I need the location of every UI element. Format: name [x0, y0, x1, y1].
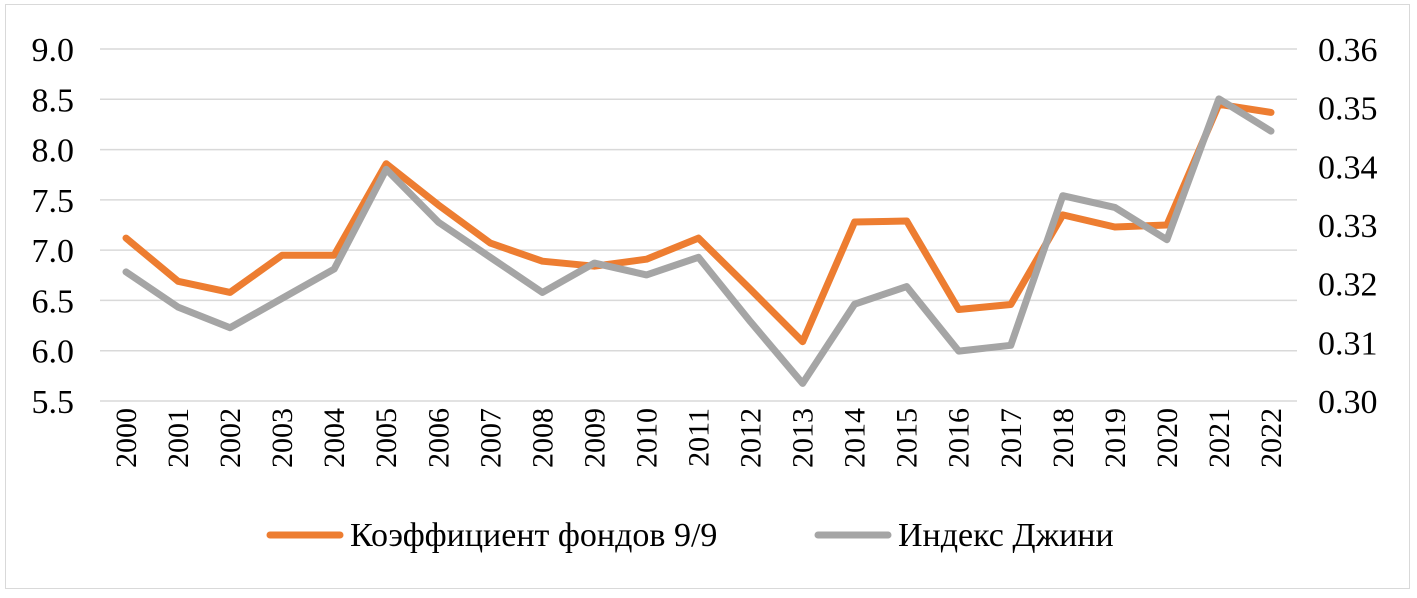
- x-tick-label: 2020: [1151, 408, 1184, 468]
- left-tick-label: 6.5: [32, 283, 75, 320]
- right-tick-label: 0.31: [1318, 325, 1378, 362]
- left-tick-label: 8.0: [32, 133, 75, 170]
- x-tick-label: 2007: [474, 408, 507, 468]
- legend-label-1: Индекс Джини: [898, 517, 1114, 554]
- right-tick-label: 0.34: [1318, 149, 1378, 186]
- x-tick-label: 2012: [735, 408, 768, 468]
- x-tick-label: 2000: [110, 408, 143, 468]
- x-tick-label: 2016: [943, 408, 976, 468]
- x-tick-label: 2010: [630, 408, 663, 468]
- right-tick-label: 0.35: [1318, 91, 1378, 128]
- x-axis-ticks: 2000 2001 2002 2003 2004 2005 2006 2007 2008 2009…: [110, 408, 1288, 468]
- left-tick-label: 9.0: [32, 32, 75, 69]
- x-tick-label: 2008: [526, 408, 559, 468]
- x-tick-label: 2003: [266, 408, 299, 468]
- gridlines: [100, 48, 1297, 402]
- x-tick-label: 2021: [1203, 408, 1236, 468]
- left-tick-label: 6.0: [32, 334, 75, 371]
- x-tick-label: 2004: [318, 408, 351, 468]
- x-tick-label: 2013: [787, 408, 820, 468]
- x-tick-label: 2001: [162, 408, 195, 468]
- x-tick-label: 2009: [578, 408, 611, 468]
- x-tick-label: 2005: [370, 408, 403, 468]
- left-tick-label: 8.5: [32, 82, 75, 119]
- x-tick-label: 2011: [683, 408, 716, 467]
- x-tick-label: 2006: [422, 408, 455, 468]
- x-tick-label: 2022: [1255, 408, 1288, 468]
- right-tick-label: 0.36: [1318, 32, 1378, 69]
- x-tick-label: 2018: [1047, 408, 1080, 468]
- left-tick-label: 7.0: [32, 233, 75, 270]
- right-tick-label: 0.33: [1318, 208, 1378, 245]
- right-tick-label: 0.32: [1318, 267, 1378, 304]
- right-axis-ticks: 0.30 0.31 0.32 0.33 0.34 0.35 0.36: [1318, 32, 1378, 421]
- x-tick-label: 2015: [891, 408, 924, 468]
- series-line-0: [122, 100, 1275, 346]
- x-tick-label: 2017: [995, 408, 1028, 468]
- legend-label-0: Коэффициент фондов 9/9: [350, 517, 717, 554]
- x-tick-label: 2019: [1099, 408, 1132, 468]
- x-tick-label: 2002: [214, 408, 247, 468]
- x-tick-label: 2014: [839, 408, 872, 468]
- legend: Коэффициент фондов 9/9 Индекс Джини: [266, 517, 1114, 554]
- left-axis-ticks: 5.5 6.0 6.5 7.0 7.5 8.0 8.5 9.0: [32, 32, 75, 421]
- left-tick-label: 7.5: [32, 183, 75, 220]
- left-tick-label: 5.5: [32, 384, 75, 421]
- chart-frame: [5, 4, 1410, 589]
- series-lines: [122, 95, 1275, 387]
- right-tick-label: 0.30: [1318, 384, 1378, 421]
